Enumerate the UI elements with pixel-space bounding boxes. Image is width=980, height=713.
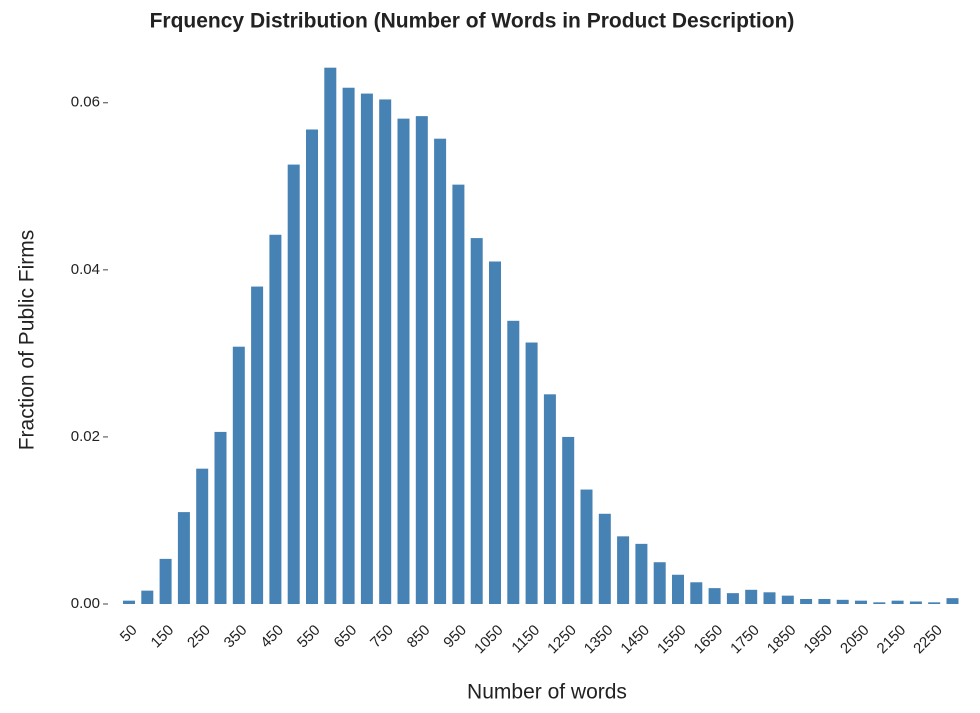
y-tick-label: 0.00 [71,595,100,612]
y-axis-label: Fraction of Public Firms [16,230,39,451]
bar [470,238,483,604]
bar [836,599,849,604]
x-tick-label: 50 [117,622,141,646]
bar [946,598,959,604]
bar [434,138,447,604]
bar [562,436,575,604]
bar [415,116,428,605]
bar [800,598,813,604]
bar [690,582,703,604]
x-tick-label: 950 [440,622,470,652]
bar [342,87,355,605]
bar [763,592,776,604]
bar [909,601,922,604]
x-tick-label: 850 [404,622,434,652]
x-tick-label: 150 [148,622,178,652]
bar [306,129,318,605]
x-tick-label: 1550 [654,622,690,658]
x-tick-label: 2150 [874,622,910,658]
bar [580,489,593,604]
bar [818,598,831,604]
bar [452,184,465,605]
x-tick-label: 250 [184,622,214,652]
x-tick-label: 350 [221,622,251,652]
bar [159,558,172,604]
bar [653,562,666,604]
bar [726,593,739,604]
bar [543,394,556,604]
bar [287,164,300,604]
bar [507,320,520,604]
bar [397,118,410,604]
x-tick-label: 2250 [910,622,946,658]
x-tick-label: 550 [294,622,324,652]
bar [708,588,721,604]
bar [855,600,867,604]
bar [489,261,501,604]
x-tick-label: 750 [367,622,397,652]
x-tick-label: 1350 [581,622,617,658]
x-tick-label: 1750 [727,622,763,658]
bar [781,595,794,604]
bar [891,600,904,604]
bar [196,468,209,604]
x-tick-label: 2050 [837,622,873,658]
bar [141,590,154,604]
bar [617,536,630,604]
bar [928,602,941,604]
bar [525,342,538,604]
y-tick-label: 0.02 [71,428,100,445]
bar [324,67,337,604]
x-tick-label: 1950 [800,622,836,658]
bar [232,346,245,604]
bar [379,99,392,605]
bar [251,286,264,604]
bar [177,512,190,604]
x-tick-label: 1450 [617,622,653,658]
x-tick-label: 1050 [471,622,507,658]
bar [635,543,648,604]
x-tick-label: 1150 [508,622,543,657]
x-axis-label: Number of words [467,681,627,704]
bar [745,589,758,604]
bar [360,93,373,604]
x-tick-label: 450 [257,622,287,652]
bar [598,513,611,604]
x-tick-label: 1250 [544,622,580,658]
bar [214,431,227,604]
chart-title: Frquency Distribution (Number of Words i… [150,10,795,33]
bar [672,574,684,604]
x-tick-label: 1850 [764,622,800,658]
bar [269,234,282,604]
bar [123,600,135,604]
bar [873,602,886,604]
y-tick-label: 0.06 [71,94,100,111]
x-tick-label: 650 [331,622,361,652]
y-tick-label: 0.04 [71,261,100,278]
x-tick-label: 1650 [691,622,727,658]
